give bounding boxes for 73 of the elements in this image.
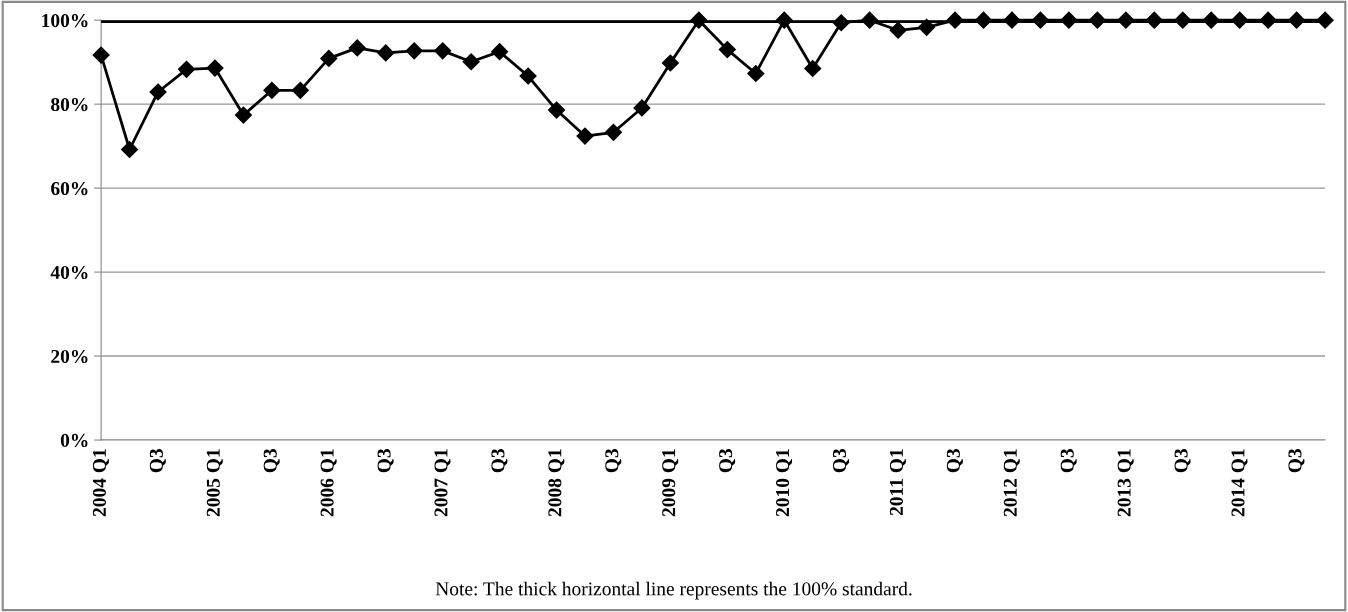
y-tick-label: 80% bbox=[51, 97, 88, 112]
point bbox=[832, 14, 850, 32]
x-tick-label: 2005 Q1 bbox=[206, 449, 223, 517]
point bbox=[918, 18, 936, 36]
x-tick-label: 2012 Q1 bbox=[1003, 449, 1020, 517]
point bbox=[1117, 11, 1135, 29]
x-tick-label: 2010 Q1 bbox=[776, 449, 793, 517]
point bbox=[377, 44, 395, 62]
point bbox=[576, 127, 594, 145]
point bbox=[1174, 11, 1192, 29]
point bbox=[889, 21, 907, 39]
point bbox=[291, 81, 309, 99]
point bbox=[1316, 11, 1334, 29]
point bbox=[1003, 11, 1021, 29]
point bbox=[1031, 11, 1049, 29]
point bbox=[604, 123, 623, 141]
point bbox=[491, 43, 509, 61]
point bbox=[348, 39, 366, 57]
y-tick-label: 0% bbox=[60, 433, 88, 448]
x-tick-label: Q3 bbox=[832, 449, 850, 473]
point bbox=[434, 42, 452, 60]
x-tick-label: Q3 bbox=[1174, 449, 1191, 473]
point bbox=[946, 11, 964, 29]
text: Note: The thick horizontal line represents the 100% standard. bbox=[435, 581, 912, 600]
point bbox=[177, 60, 196, 78]
point bbox=[861, 11, 879, 29]
point bbox=[1231, 11, 1249, 29]
point bbox=[405, 42, 423, 60]
point bbox=[1259, 11, 1277, 29]
point bbox=[718, 41, 736, 59]
x-tick-label: Q3 bbox=[946, 449, 963, 473]
x-tick-label: 2006 Q1 bbox=[320, 449, 337, 517]
x-tick-label: Q3 bbox=[491, 449, 508, 473]
point bbox=[804, 59, 822, 78]
y-tick-label: 40% bbox=[50, 265, 88, 280]
x-tick-label: Q3 bbox=[149, 449, 166, 473]
x-tick-label: 2011 Q1 bbox=[889, 449, 906, 516]
point bbox=[1288, 11, 1306, 29]
y-tick-label: 20% bbox=[51, 349, 88, 364]
point bbox=[149, 83, 167, 101]
point bbox=[747, 64, 765, 83]
point bbox=[92, 46, 110, 64]
point bbox=[263, 81, 281, 99]
point bbox=[121, 140, 139, 159]
y-tick-label: 100% bbox=[42, 14, 88, 28]
x-tick-label: Q3 bbox=[263, 449, 280, 473]
x-tick-label: 2009 Q1 bbox=[662, 449, 679, 517]
point bbox=[1060, 11, 1078, 29]
x-tick-label: Q3 bbox=[1288, 449, 1305, 473]
y-tick-label: 60% bbox=[51, 181, 88, 196]
point bbox=[1202, 11, 1220, 29]
point bbox=[974, 11, 993, 29]
x-tick-label: 2014 Q1 bbox=[1231, 449, 1248, 517]
point bbox=[690, 11, 708, 29]
point bbox=[1088, 11, 1106, 29]
point bbox=[661, 54, 679, 72]
point bbox=[234, 106, 252, 124]
point bbox=[547, 101, 566, 119]
point bbox=[519, 67, 537, 85]
point bbox=[320, 49, 338, 67]
point bbox=[462, 53, 480, 71]
x-tick-label: Q3 bbox=[377, 449, 394, 473]
x-tick-label: 2007 Q1 bbox=[434, 449, 451, 517]
x-tick-label: Q3 bbox=[1060, 449, 1077, 473]
point bbox=[633, 99, 651, 117]
x-tick-label: 2004 Q1 bbox=[92, 449, 109, 517]
point bbox=[1145, 11, 1163, 29]
x-tick-label: Q3 bbox=[719, 449, 736, 473]
x-tick-label: Q3 bbox=[605, 449, 622, 473]
x-tick-label: 2008 Q1 bbox=[548, 449, 565, 517]
point bbox=[206, 59, 224, 77]
point bbox=[775, 11, 793, 29]
x-tick-label: 2013 Q1 bbox=[1117, 449, 1134, 517]
